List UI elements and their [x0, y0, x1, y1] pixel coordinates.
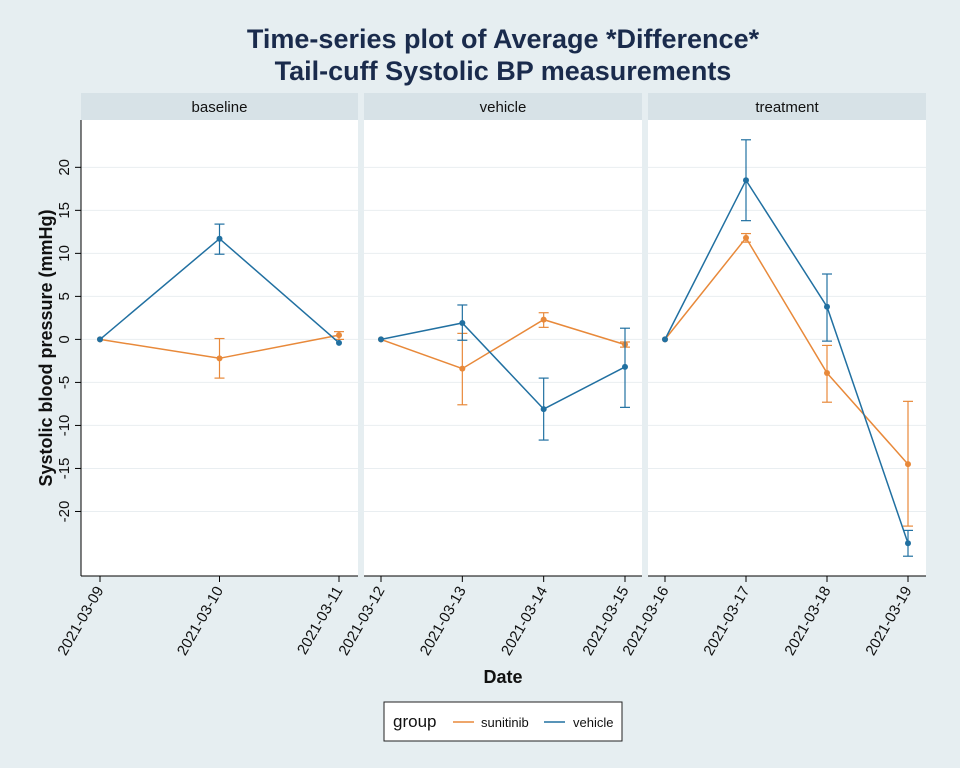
y-tick-label: 5	[56, 292, 73, 300]
data-point	[459, 365, 466, 372]
series-sunitinib	[378, 312, 630, 406]
panel-strip-label: baseline	[192, 99, 248, 116]
legend-box	[383, 701, 623, 742]
y-axis-title: Systolic blood pressure (mmHg)	[36, 209, 56, 486]
data-point	[540, 406, 547, 413]
y-tick-label: 20	[56, 159, 73, 176]
panel-background	[364, 120, 642, 576]
legend: group sunitinib vehicle	[383, 701, 623, 742]
series-line-sunitinib	[664, 236, 909, 465]
panel-strip-label: treatment	[755, 99, 819, 116]
chart-title-line-1: Time-series plot of Average *Difference*	[247, 24, 760, 54]
data-point	[378, 336, 384, 343]
data-point	[905, 540, 911, 547]
data-point	[824, 369, 830, 376]
y-tick-label: -20	[56, 501, 73, 523]
series-line-sunitinib	[380, 318, 626, 370]
legend-title: group	[393, 712, 436, 731]
y-tick-label: 15	[56, 202, 73, 219]
panel-strip	[648, 93, 926, 120]
data-point	[216, 355, 223, 362]
panel-strip-label: vehicle	[480, 99, 527, 116]
data-point	[743, 234, 749, 241]
data-point	[905, 461, 911, 468]
y-tick-label: 0	[56, 335, 73, 343]
data-point	[336, 339, 342, 346]
legend-label-sunitinib: sunitinib	[481, 715, 529, 730]
y-tick-label: 10	[56, 245, 73, 262]
series-vehicle	[662, 139, 913, 557]
chart-title-line-2: Tail-cuff Systolic BP measurements	[275, 56, 732, 86]
data-point	[622, 363, 628, 370]
data-point	[336, 332, 342, 339]
data-point	[216, 235, 223, 242]
y-tick-label: -10	[56, 415, 73, 437]
data-point	[459, 320, 466, 327]
panel-strip	[81, 93, 358, 120]
y-axis: 20 15 10 5 0 -5 -10 -15 -20	[56, 120, 82, 576]
series-vehicle	[97, 223, 342, 346]
legend-label-vehicle: vehicle	[573, 715, 613, 730]
series-vehicle	[378, 304, 630, 441]
series-line-vehicle	[380, 322, 626, 411]
x-axis-title: Date	[483, 667, 522, 687]
data-point	[743, 177, 749, 184]
data-point	[540, 316, 547, 323]
data-point	[97, 336, 103, 343]
y-tick-label: -5	[56, 376, 73, 389]
data-point	[824, 303, 830, 310]
data-point	[662, 336, 668, 343]
panel-strip	[364, 93, 642, 120]
y-tick-label: -15	[56, 458, 73, 480]
panel-background	[648, 120, 926, 576]
series-line-vehicle	[664, 178, 909, 544]
